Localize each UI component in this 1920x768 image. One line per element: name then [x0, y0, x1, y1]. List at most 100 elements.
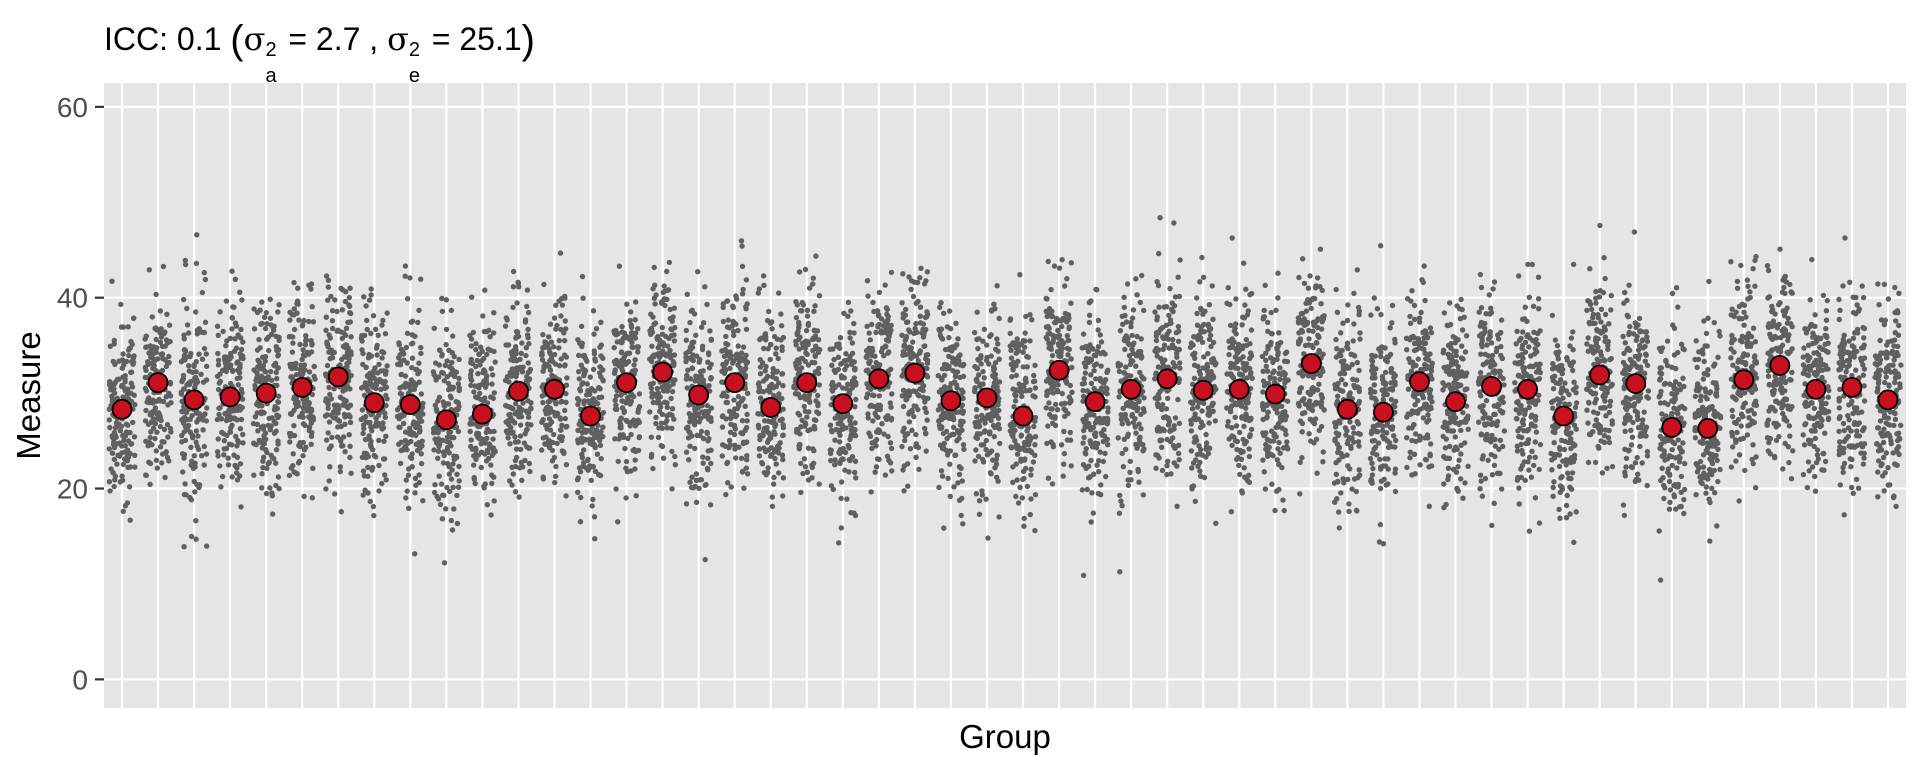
observation-point [371, 512, 377, 519]
observation-point [482, 481, 488, 487]
observation-point [301, 362, 308, 368]
observation-point [592, 536, 598, 542]
observation-point [648, 325, 655, 332]
sigma-a-subscript: a [265, 65, 277, 87]
observation-point [420, 400, 426, 407]
observation-point [227, 429, 233, 435]
observation-point [1159, 467, 1166, 474]
observation-point [616, 263, 623, 269]
observation-point [849, 454, 856, 460]
observation-point [1122, 370, 1128, 376]
observation-point [1064, 276, 1070, 282]
observation-point [738, 238, 745, 244]
observation-point [985, 535, 991, 541]
observation-point [435, 455, 441, 461]
observation-point [686, 457, 692, 463]
observation-point [1093, 376, 1099, 382]
observation-point [400, 447, 407, 453]
observation-point [223, 298, 230, 304]
observation-point [1012, 391, 1018, 398]
observation-point [182, 348, 189, 355]
observation-point [456, 463, 462, 470]
observation-point [1091, 362, 1098, 369]
observation-point [809, 462, 815, 468]
observation-point [769, 494, 775, 500]
observation-point [1163, 322, 1170, 328]
sigma-e-subscript: e [408, 65, 421, 87]
observation-point [832, 457, 838, 463]
observation-point [708, 460, 714, 467]
observation-point [575, 489, 581, 495]
observation-point [810, 347, 816, 354]
observation-point [361, 332, 368, 339]
observation-point [359, 407, 366, 413]
observation-point [992, 465, 998, 471]
observation-point [1029, 449, 1035, 456]
observation-point [128, 380, 134, 386]
observation-point [221, 431, 227, 437]
observation-point [720, 413, 726, 419]
observation-point [657, 401, 664, 407]
observation-point [153, 448, 159, 454]
observation-point [561, 363, 568, 369]
observation-point [763, 334, 769, 340]
observation-point [1206, 420, 1212, 426]
observation-point [225, 455, 231, 461]
observation-point [598, 353, 604, 359]
observation-point [908, 286, 914, 293]
observation-point [635, 406, 642, 413]
observation-point [1192, 417, 1199, 423]
observation-point [119, 382, 125, 389]
observation-point [261, 314, 268, 320]
observation-point [558, 356, 564, 362]
observation-point [659, 300, 665, 306]
observation-point [410, 340, 416, 346]
observation-point [756, 425, 762, 431]
observation-point [432, 482, 438, 488]
observation-point [698, 428, 705, 435]
observation-point [553, 463, 559, 470]
observation-point [148, 429, 154, 435]
observation-point [266, 347, 272, 354]
observation-point [348, 334, 354, 340]
observation-point [153, 291, 159, 298]
observation-point [776, 470, 782, 476]
observation-point [848, 433, 854, 440]
observation-point [189, 458, 195, 464]
observation-point [579, 455, 586, 461]
observation-point [290, 463, 296, 469]
observation-point [767, 356, 773, 363]
observation-point [488, 394, 494, 400]
observation-point [1094, 416, 1101, 422]
observation-point [404, 360, 410, 366]
observation-point [631, 417, 637, 423]
observation-point [325, 277, 332, 283]
observation-point [1175, 450, 1182, 457]
observation-point [1032, 442, 1038, 448]
observation-point [289, 349, 296, 355]
observation-point [329, 434, 335, 441]
observation-point [1086, 319, 1093, 326]
observation-point [827, 346, 833, 352]
observation-point [195, 446, 202, 452]
observation-point [295, 403, 302, 409]
observation-point [179, 398, 185, 405]
observation-point [1021, 523, 1027, 529]
observation-point [619, 323, 625, 330]
observation-point [1045, 376, 1051, 382]
observation-point [992, 371, 999, 378]
observation-point [591, 514, 598, 520]
observation-point [329, 355, 336, 361]
observation-point [708, 361, 714, 367]
observation-point [185, 422, 192, 429]
observation-point [434, 408, 440, 414]
observation-point [1162, 357, 1168, 363]
observation-point [370, 447, 376, 453]
observation-point [696, 373, 703, 380]
observation-point [546, 416, 553, 422]
observation-point [364, 326, 370, 333]
observation-point [980, 338, 986, 344]
observation-point [771, 474, 777, 481]
observation-point [1141, 307, 1147, 314]
observation-point [1092, 431, 1098, 438]
